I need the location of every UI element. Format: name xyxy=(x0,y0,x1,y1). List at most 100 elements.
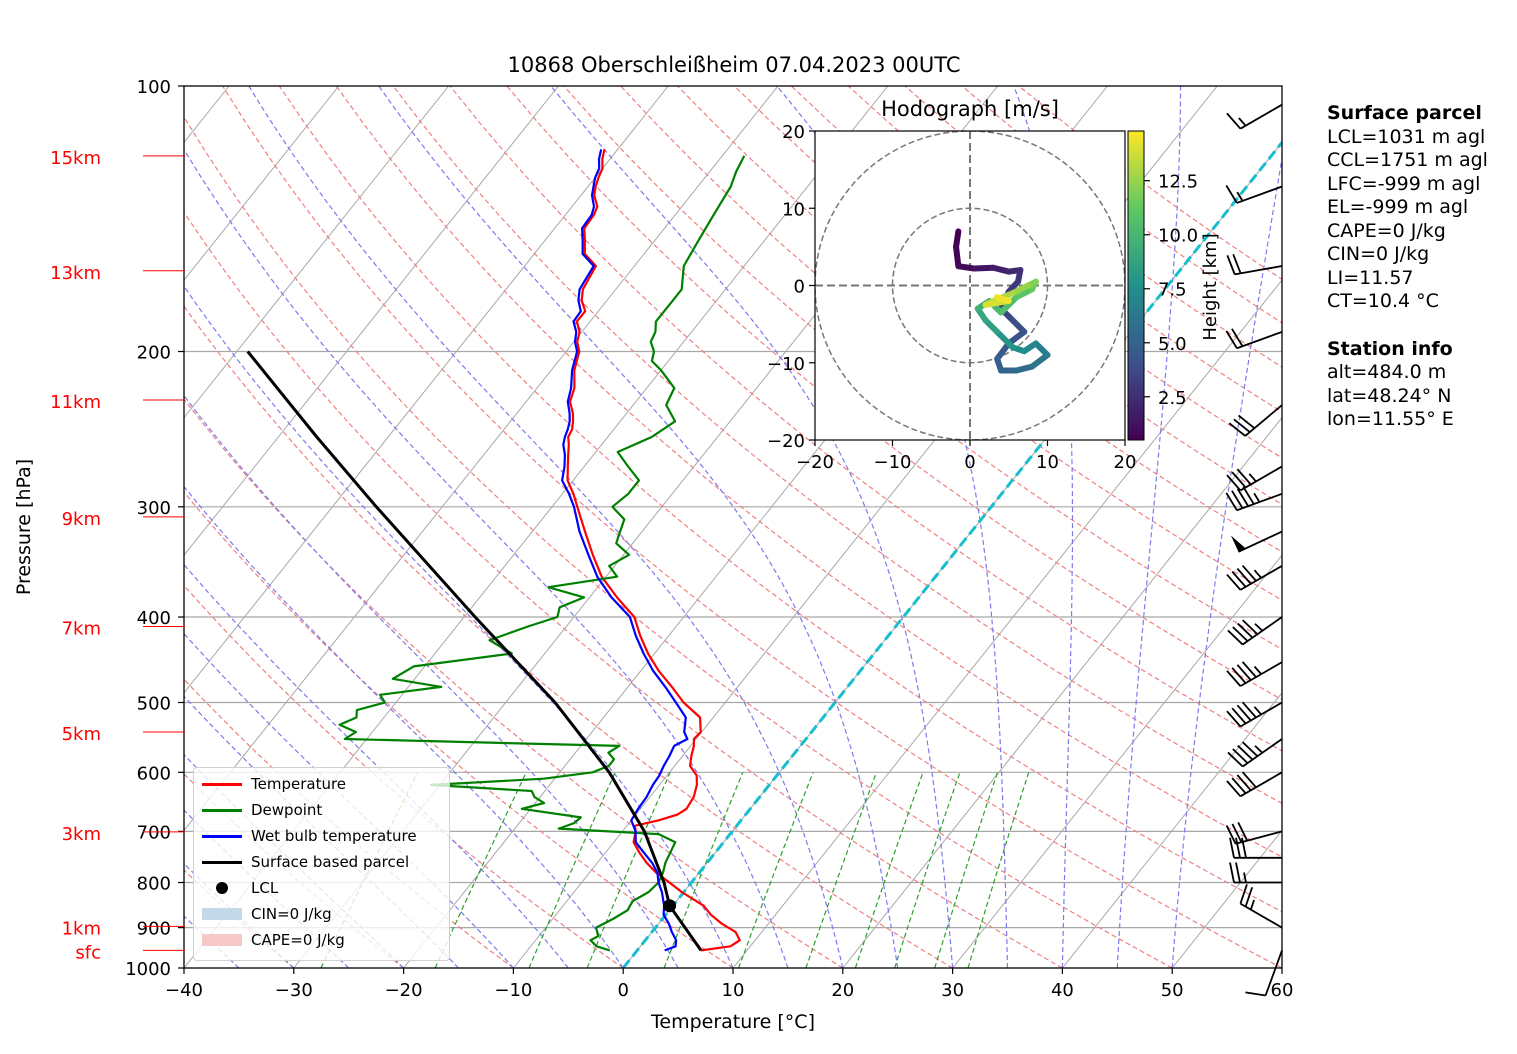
isotherm-line xyxy=(184,86,450,419)
legend-item-temperature: Temperature xyxy=(202,773,346,795)
wind-barb-half xyxy=(1243,872,1247,883)
colorbar-tick-label: 7.5 xyxy=(1158,280,1187,301)
wind-barb xyxy=(1245,950,1283,997)
height-label: 3km xyxy=(62,824,101,845)
dry-adiabat xyxy=(184,211,1063,968)
wind-barb-staff xyxy=(1239,103,1283,130)
x-tick-label: −10 xyxy=(494,980,532,1001)
temperature-line xyxy=(566,149,741,952)
hodograph-segment xyxy=(994,294,1012,304)
wind-barb-full xyxy=(1226,710,1242,728)
wind-barb xyxy=(1229,862,1282,884)
wind-barb-full xyxy=(1225,492,1238,511)
height-label: 9km xyxy=(62,509,101,530)
y-tick-label: 600 xyxy=(137,763,171,784)
isotherm-line xyxy=(1062,692,1282,968)
mixing-ratio-line xyxy=(894,772,961,968)
hodograph-y-tick-label: 0 xyxy=(794,277,805,298)
wind-barb-full xyxy=(1231,490,1244,509)
station-heading: Station info xyxy=(1327,337,1453,360)
wind-barb-half xyxy=(1253,665,1262,675)
station-lon: lon=11.55° E xyxy=(1327,408,1454,430)
y-tick-label: 300 xyxy=(137,498,171,519)
hodograph-segment xyxy=(998,294,1020,316)
colorbar xyxy=(1127,130,1145,441)
wind-barb-full xyxy=(1241,564,1257,582)
wind-barb xyxy=(1226,771,1283,798)
hodograph-background xyxy=(815,131,1125,440)
wind-barb-staff xyxy=(1239,771,1283,798)
parcel-cin: CIN=0 J/kg xyxy=(1327,243,1430,265)
x-tick-label: 50 xyxy=(1161,980,1184,1001)
wind-barb-full xyxy=(1232,748,1249,764)
x-tick-label: 40 xyxy=(1051,980,1074,1001)
wind-barb-half xyxy=(1236,191,1244,202)
wind-barb-staff xyxy=(1236,185,1283,204)
isotherm-line xyxy=(184,86,340,281)
wind-barb-full xyxy=(1233,418,1251,433)
wind-barb-staff xyxy=(1239,465,1283,492)
y-tick-label: 700 xyxy=(137,822,171,843)
wind-barb-full xyxy=(1232,626,1249,642)
height-label: 7km xyxy=(62,618,101,639)
wind-barb xyxy=(1228,404,1283,437)
hodograph-y-tick-label: 10 xyxy=(782,199,805,220)
wind-barb xyxy=(1226,465,1283,492)
wind-barb-half xyxy=(1249,899,1255,910)
wind-barb xyxy=(1225,822,1283,845)
wind-barb-full xyxy=(1241,771,1257,788)
wind-barb-full xyxy=(1245,991,1266,997)
dry-adiabat xyxy=(184,398,844,968)
wind-barb-full xyxy=(1227,751,1244,768)
moist-adiabat xyxy=(184,632,514,968)
wind-barb xyxy=(1226,661,1283,687)
wind-barb-half xyxy=(1253,706,1262,716)
isotherm-line xyxy=(952,554,1282,968)
isotherm-line xyxy=(184,86,669,694)
wind-barb-full xyxy=(1236,567,1252,585)
wind-barb xyxy=(1227,738,1283,768)
wind-barb-staff xyxy=(1235,830,1283,845)
wind-barb-flag xyxy=(1230,535,1246,552)
hodograph-y-tick-label: −10 xyxy=(767,354,805,375)
parcel-lfc: LFC=-999 m agl xyxy=(1327,172,1481,195)
x-tick-label: 10 xyxy=(722,980,745,1001)
wind-barb-full xyxy=(1236,468,1252,486)
chart-title: 10868 Oberschleißheim 07.04.2023 00UTC xyxy=(508,53,961,77)
wind-barb-full xyxy=(1231,777,1247,794)
isotherm-line xyxy=(0,86,9,968)
wind-barb xyxy=(1226,701,1283,728)
height-label: 13km xyxy=(50,263,101,284)
wind-barb-full xyxy=(1231,471,1247,489)
wind-barb-full xyxy=(1232,253,1242,274)
height-label: 1km xyxy=(62,918,101,939)
wind-barb-full xyxy=(1231,328,1244,347)
wind-barb-full xyxy=(1226,474,1242,492)
wind-barb-full xyxy=(1231,823,1243,843)
wind-barb-full xyxy=(1231,667,1247,684)
colorbar-tick-label: 12.5 xyxy=(1158,172,1198,193)
wetbulb-line xyxy=(560,149,689,952)
colorbar-tick-label: 2.5 xyxy=(1158,388,1187,409)
wind-barb-full xyxy=(1225,825,1237,845)
wind-barb-half xyxy=(1253,492,1261,503)
parcel-el: EL=-999 m agl xyxy=(1327,196,1469,218)
wind-barbs xyxy=(1225,103,1283,997)
hodograph-x-tick-label: 0 xyxy=(964,452,975,473)
wind-barb-full xyxy=(1237,744,1254,761)
hodograph-x-tick-label: −20 xyxy=(796,452,834,473)
wind-barb-full xyxy=(1225,185,1238,204)
dry-adiabat xyxy=(184,305,953,968)
x-tick-label: 0 xyxy=(617,980,628,1001)
moist-adiabat xyxy=(184,148,789,968)
dry-adiabat xyxy=(790,86,1282,459)
moist-adiabat xyxy=(184,485,624,968)
wind-barb xyxy=(1226,103,1283,130)
station-lat: lat=48.24° N xyxy=(1327,384,1452,407)
wind-barb-full xyxy=(1237,414,1255,429)
parcel-heading: Surface parcel xyxy=(1327,102,1482,124)
wind-barb-staff xyxy=(1264,950,1283,996)
wind-barb-full xyxy=(1228,422,1246,437)
legend-item-cape: CAPE=0 J/kg xyxy=(202,929,345,951)
wind-barb-half xyxy=(1248,473,1257,483)
